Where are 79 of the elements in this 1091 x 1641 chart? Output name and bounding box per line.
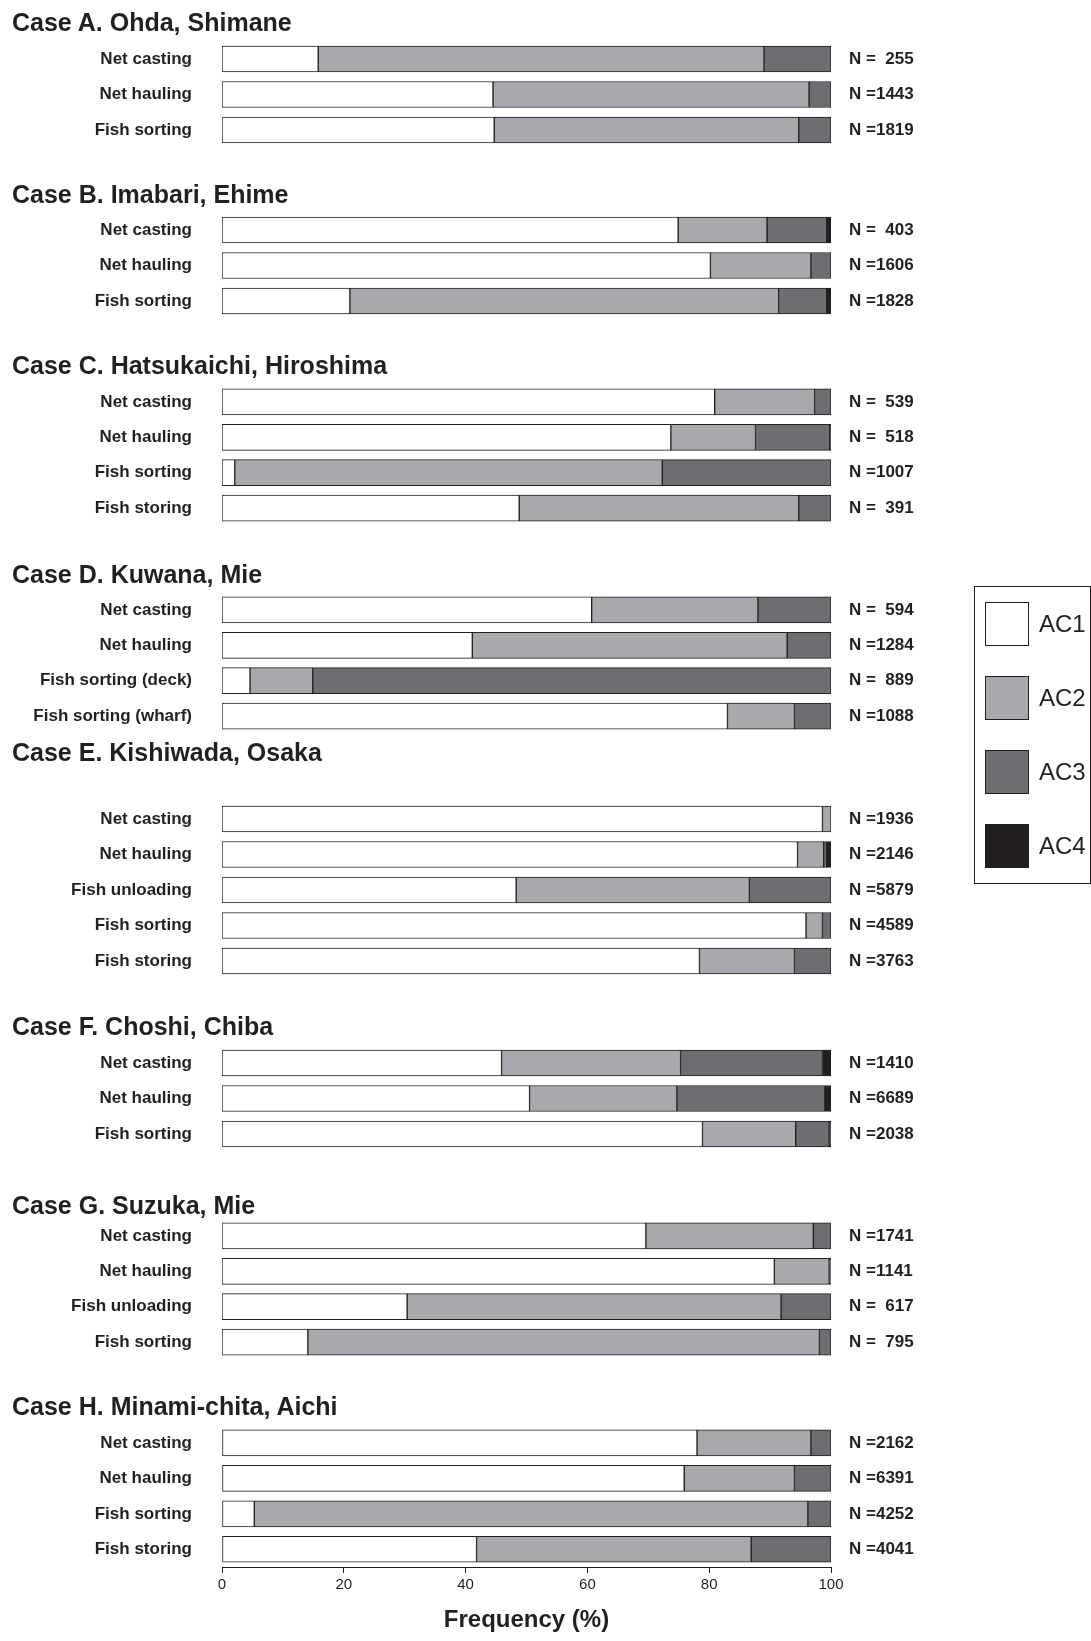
- y-tick-label: Fish unloading: [71, 1296, 192, 1316]
- text: N =2146: [849, 844, 914, 864]
- text: N =2162: [849, 1432, 914, 1452]
- y-tick-label: Net hauling: [99, 1468, 192, 1488]
- y-tick-label: Fish storing: [94, 1539, 192, 1559]
- y-tick-label: Net casting: [100, 808, 192, 828]
- x-axis-title: Frequency (%): [443, 1605, 610, 1633]
- y-tick-label: Net hauling: [99, 1088, 192, 1108]
- text: N = 391: [849, 497, 914, 517]
- y-tick-label: Net hauling: [99, 1261, 192, 1281]
- text: N =4589: [849, 915, 914, 935]
- text: AC1: [1039, 610, 1086, 638]
- y-tick-label: Fish sorting: [94, 1503, 192, 1523]
- y-tick-label: Net hauling: [99, 427, 192, 447]
- chart-title: Case E. Kishiwada, Osaka: [12, 737, 322, 767]
- y-tick-label: Fish storing: [94, 497, 192, 517]
- chart-title: Case G. Suzuka, Mie: [12, 1190, 256, 1220]
- legend-label: AC3: [1039, 758, 1086, 786]
- y-tick-label: Net hauling: [99, 844, 192, 864]
- text: N =1410: [849, 1052, 914, 1072]
- chart-title: Case D. Kuwana, Mie: [12, 559, 263, 589]
- y-tick-label: Net casting: [100, 1432, 192, 1452]
- y-tick-label: Fish sorting: [94, 119, 192, 139]
- text: N =1088: [849, 705, 914, 725]
- y-tick-label: Net casting: [100, 391, 192, 411]
- text: N =1007: [849, 462, 914, 482]
- text: N =4041: [849, 1539, 914, 1559]
- y-tick-label: Net casting: [100, 219, 192, 239]
- x-tick-label: 100: [818, 1575, 844, 1593]
- text: N =1606: [849, 255, 914, 275]
- y-tick-label: Net hauling: [99, 635, 192, 655]
- y-tick-label: Net casting: [100, 599, 192, 619]
- text: N =6689: [849, 1088, 914, 1108]
- text: N =1828: [849, 290, 914, 310]
- y-tick-label: Fish sorting (wharf): [33, 705, 192, 725]
- y-tick-label: Fish sorting: [94, 290, 192, 310]
- x-tick-label: 40: [457, 1575, 474, 1593]
- x-tick-label: 20: [335, 1575, 353, 1593]
- y-tick-label: Fish sorting: [94, 1331, 192, 1351]
- text: N = 795: [849, 1331, 914, 1351]
- text: N = 889: [849, 670, 914, 690]
- x-tick-label: 60: [579, 1575, 596, 1593]
- text: N =1141: [849, 1261, 913, 1281]
- text: N = 539: [849, 391, 914, 411]
- legend-label: AC2: [1039, 684, 1086, 712]
- y-tick-label: Net casting: [100, 1052, 192, 1072]
- y-tick-label: Net hauling: [99, 83, 192, 103]
- text: N =6391: [849, 1468, 914, 1488]
- y-tick-label: Fish sorting: [94, 1123, 192, 1143]
- chart-title: Case F. Choshi, Chiba: [12, 1011, 274, 1041]
- text: N =1284: [849, 635, 915, 655]
- y-tick-label: Fish storing: [94, 950, 192, 970]
- x-tick-label: 80: [700, 1575, 718, 1593]
- text: N =1819: [849, 119, 914, 139]
- text: N = 255: [849, 48, 914, 68]
- y-tick-label: Fish sorting (deck): [39, 670, 192, 690]
- text: N =1443: [849, 83, 914, 103]
- legend-label: AC4: [1039, 832, 1086, 860]
- y-tick-label: Fish sorting: [94, 915, 192, 935]
- text: N =1936: [849, 808, 914, 828]
- y-tick-label: Net casting: [100, 48, 192, 68]
- x-tick-label: 0: [217, 1575, 227, 1593]
- y-tick-label: Fish sorting: [94, 462, 192, 482]
- text: N =1741: [849, 1225, 914, 1245]
- y-tick-label: Fish unloading: [71, 879, 192, 899]
- y-tick-label: Net hauling: [99, 255, 192, 275]
- chart-title: Case C. Hatsukaichi, Hiroshima: [12, 350, 388, 380]
- text: N =4252: [849, 1503, 914, 1523]
- text: N =2038: [849, 1123, 914, 1143]
- text: N = 594: [849, 599, 915, 619]
- y-tick-label: Net casting: [100, 1225, 192, 1245]
- text: N = 518: [849, 427, 914, 447]
- text: N =5879: [849, 879, 914, 899]
- chart-title: Case B. Imabari, Ehime: [12, 179, 289, 209]
- text: N =3763: [849, 950, 914, 970]
- chart-title: Case H. Minami-chita, Aichi: [12, 1391, 338, 1421]
- text: N = 403: [849, 219, 914, 239]
- chart-title: Case A. Ohda, Shimane: [12, 7, 292, 37]
- text: N = 617: [849, 1296, 914, 1316]
